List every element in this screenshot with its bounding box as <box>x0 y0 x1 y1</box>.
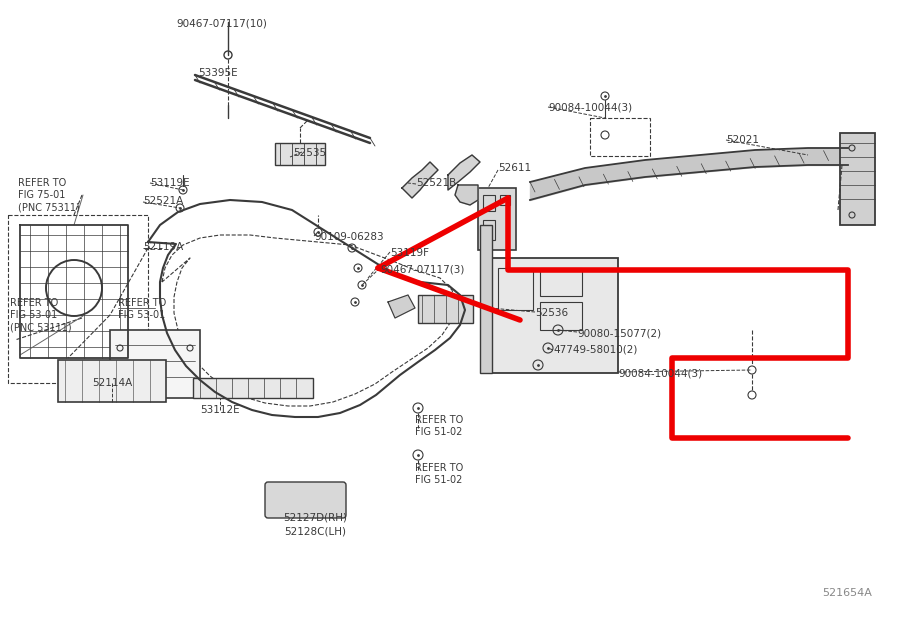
Text: 52021: 52021 <box>726 135 759 145</box>
Text: 90084-10044(3): 90084-10044(3) <box>618 368 702 378</box>
Text: 52521B: 52521B <box>416 178 456 188</box>
Text: 52536: 52536 <box>535 308 568 318</box>
Bar <box>110 330 200 398</box>
Bar <box>498 268 533 310</box>
Text: REFER TO
FIG 51-02: REFER TO FIG 51-02 <box>415 415 464 437</box>
Text: 47749-58010(2): 47749-58010(2) <box>553 345 637 355</box>
Bar <box>590 118 650 156</box>
Text: 90084-10044(3): 90084-10044(3) <box>548 103 632 113</box>
Text: 52114A: 52114A <box>92 378 132 388</box>
FancyBboxPatch shape <box>265 482 346 518</box>
Text: REFER TO
FIG 53-01
(PNC 53111): REFER TO FIG 53-01 (PNC 53111) <box>10 298 72 333</box>
Bar <box>58 360 166 402</box>
Polygon shape <box>448 155 480 190</box>
Text: 53119F: 53119F <box>390 248 429 258</box>
Bar <box>8 215 148 383</box>
Text: 52128C(LH): 52128C(LH) <box>284 526 346 536</box>
Text: 52535: 52535 <box>293 148 327 158</box>
Bar <box>483 220 495 240</box>
Text: 52611: 52611 <box>498 163 531 173</box>
Bar <box>490 258 618 373</box>
Bar <box>480 225 492 373</box>
Polygon shape <box>455 185 478 205</box>
Text: 52119A: 52119A <box>143 242 184 252</box>
Bar <box>418 295 473 323</box>
Bar <box>193 378 313 398</box>
Bar <box>483 195 495 211</box>
Text: 52521A: 52521A <box>143 196 184 206</box>
Text: 53119E: 53119E <box>150 178 190 188</box>
Polygon shape <box>402 162 438 198</box>
Text: REFER TO
FIG 51-02: REFER TO FIG 51-02 <box>415 463 464 485</box>
Text: 90109-06283: 90109-06283 <box>314 232 383 242</box>
Text: 90467-07117(10): 90467-07117(10) <box>176 18 267 28</box>
Bar <box>540 268 582 296</box>
Bar <box>540 302 582 330</box>
Text: 53395E: 53395E <box>198 68 238 78</box>
Text: REFER TO
FIG 53-01: REFER TO FIG 53-01 <box>118 298 166 321</box>
Text: REFER TO
FIG 75-01
(PNC 75311): REFER TO FIG 75-01 (PNC 75311) <box>18 178 80 213</box>
Text: 53112E: 53112E <box>200 405 239 415</box>
Text: 90080-15077(2): 90080-15077(2) <box>577 328 662 338</box>
Polygon shape <box>388 295 415 318</box>
Text: 90467-07117(3): 90467-07117(3) <box>380 265 464 275</box>
Bar <box>840 133 875 225</box>
Bar <box>478 188 516 250</box>
Bar <box>275 143 325 165</box>
Text: 52127D(RH): 52127D(RH) <box>283 513 347 523</box>
Text: 521654A: 521654A <box>822 588 872 598</box>
Bar <box>500 195 510 205</box>
